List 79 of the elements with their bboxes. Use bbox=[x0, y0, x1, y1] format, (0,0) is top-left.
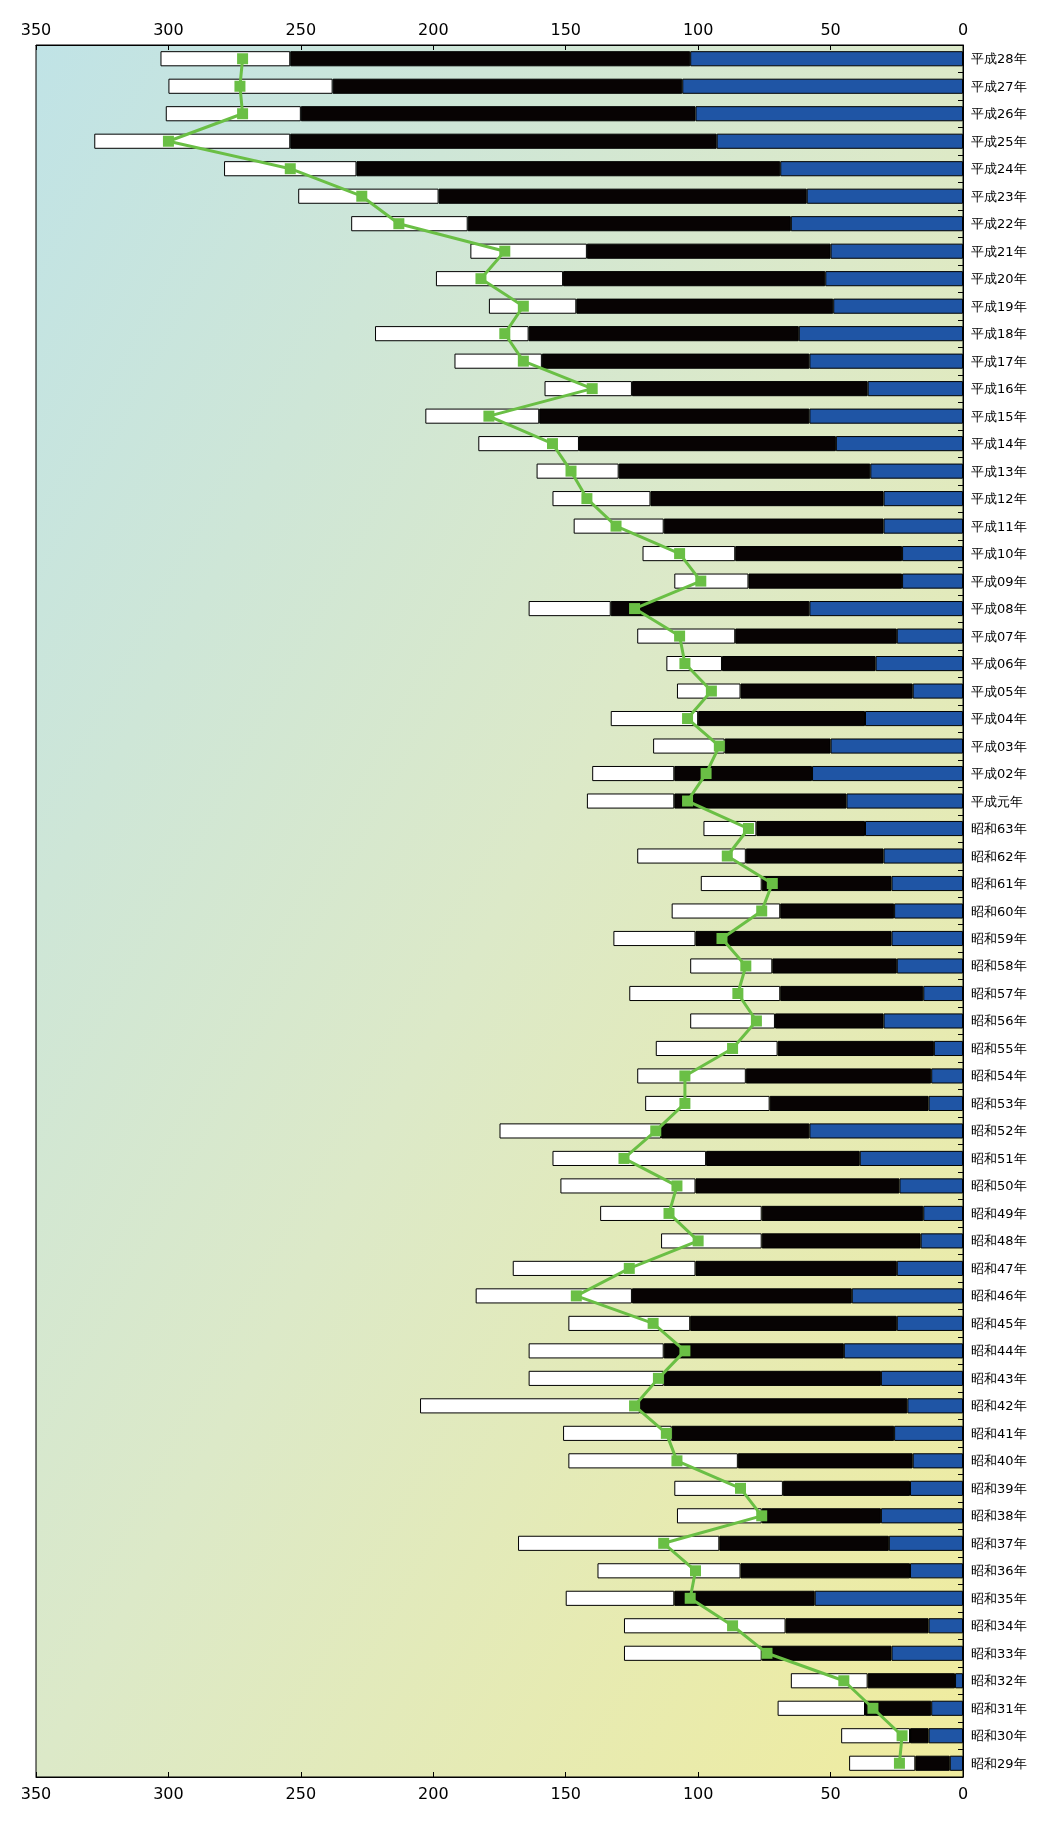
x2-tick-label: 0 bbox=[957, 19, 969, 39]
y-tick-label: 平成22年 bbox=[971, 216, 1027, 232]
y-tick-label: 平成13年 bbox=[971, 463, 1027, 479]
x-tick-label: 350 bbox=[20, 1783, 52, 1803]
y-tick-label: 昭和48年 bbox=[971, 1233, 1027, 1249]
x2-tick-label: 300 bbox=[153, 19, 184, 39]
y-tick-label: 平成24年 bbox=[971, 161, 1027, 177]
y-tick-label: 昭和51年 bbox=[971, 1150, 1027, 1166]
y-tick-label: 平成19年 bbox=[971, 298, 1027, 314]
y-tick-label: 平成21年 bbox=[971, 243, 1027, 259]
y-tick-label: 昭和46年 bbox=[971, 1288, 1027, 1304]
x2-tick-label: 250 bbox=[285, 19, 317, 39]
y-tick-label: 昭和30年 bbox=[971, 1728, 1027, 1744]
y-tick-label: 平成05年 bbox=[971, 683, 1027, 699]
y-tick-label: 平成08年 bbox=[971, 601, 1027, 617]
y-tick-label: 平成14年 bbox=[971, 436, 1027, 452]
y-tick-label: 平成02年 bbox=[971, 766, 1027, 782]
y-tick-label: 昭和36年 bbox=[971, 1563, 1027, 1579]
y-tick-label: 昭和43年 bbox=[971, 1370, 1027, 1386]
x-tick-label: 250 bbox=[285, 1783, 317, 1803]
x-tick-label: 300 bbox=[153, 1783, 184, 1803]
y-tick-label: 平成15年 bbox=[971, 408, 1027, 424]
y-tick-label: 平成06年 bbox=[971, 656, 1027, 672]
y-tick-label: 平成27年 bbox=[971, 78, 1027, 94]
y-tick-label: 昭和33年 bbox=[971, 1645, 1027, 1661]
x2-tick-label: 200 bbox=[418, 19, 449, 39]
y-tick-label: 昭和41年 bbox=[971, 1425, 1027, 1441]
y-tick-label: 平成26年 bbox=[971, 106, 1027, 122]
x2-tick-label: 150 bbox=[550, 19, 581, 39]
y-tick-label: 昭和56年 bbox=[971, 1013, 1027, 1029]
y-tick-label: 平成04年 bbox=[971, 711, 1027, 727]
x-tick-label: 100 bbox=[682, 1783, 714, 1803]
y-tick-label: 平成16年 bbox=[971, 381, 1027, 397]
y-tick-label: 昭和61年 bbox=[971, 876, 1027, 892]
y-tick-label: 平成07年 bbox=[971, 628, 1027, 644]
y-tick-label: 昭和34年 bbox=[971, 1618, 1027, 1634]
y-tick-label: 平成17年 bbox=[971, 353, 1027, 369]
y-tick-label: 昭和63年 bbox=[971, 821, 1027, 837]
y-tick-label: 昭和35年 bbox=[971, 1590, 1027, 1606]
y-tick-label: 平成18年 bbox=[971, 326, 1027, 342]
x-tick-label: 150 bbox=[550, 1783, 581, 1803]
x-tick-label: 200 bbox=[418, 1783, 449, 1803]
y-tick-label: 平成25年 bbox=[971, 133, 1027, 149]
y-tick-label: 平成12年 bbox=[971, 491, 1027, 507]
y-tick-label: 昭和32年 bbox=[971, 1673, 1027, 1689]
y-tick-label: 平成03年 bbox=[971, 738, 1027, 754]
y-tick-label: 平成11年 bbox=[971, 518, 1027, 534]
y-tick-label: 昭和49年 bbox=[971, 1205, 1027, 1221]
y-tick-label: 昭和60年 bbox=[971, 903, 1027, 919]
y-tick-label: 平成20年 bbox=[971, 271, 1027, 287]
y-tick-label: 昭和42年 bbox=[971, 1398, 1027, 1414]
y-tick-label: 昭和39年 bbox=[971, 1480, 1027, 1496]
y-tick-label: 昭和47年 bbox=[971, 1260, 1027, 1276]
y-tick-label: 平成23年 bbox=[971, 188, 1027, 204]
y-tick-label: 昭和38年 bbox=[971, 1508, 1027, 1524]
y-tick-label: 昭和50年 bbox=[971, 1178, 1027, 1194]
y-tick-label: 昭和55年 bbox=[971, 1040, 1027, 1056]
y-tick-label: 平成09年 bbox=[971, 573, 1027, 589]
x-tick-label: 50 bbox=[820, 1783, 841, 1803]
x2-tick-label: 50 bbox=[820, 19, 841, 39]
y-tick-label: 昭和58年 bbox=[971, 958, 1027, 974]
y-tick-label: 昭和52年 bbox=[971, 1123, 1027, 1139]
y-tick-label: 昭和31年 bbox=[971, 1700, 1027, 1716]
y-tick-label: 昭和44年 bbox=[971, 1343, 1027, 1359]
x2-tick-label: 100 bbox=[682, 19, 714, 39]
y-tick-label: 昭和45年 bbox=[971, 1315, 1027, 1331]
y-tick-label: 平成10年 bbox=[971, 546, 1027, 562]
y-tick-label: 昭和40年 bbox=[971, 1453, 1027, 1469]
x2-tick-label: 350 bbox=[20, 19, 52, 39]
y-tick-label: 昭和37年 bbox=[971, 1535, 1027, 1551]
y-tick-label: 昭和29年 bbox=[971, 1755, 1027, 1771]
y-tick-label: 昭和53年 bbox=[971, 1095, 1027, 1111]
y-tick-label: 昭和62年 bbox=[971, 848, 1027, 864]
y-tick-label: 平成28年 bbox=[971, 51, 1027, 67]
x-tick-label: 0 bbox=[957, 1783, 969, 1803]
y-tick-label: 昭和59年 bbox=[971, 930, 1027, 946]
y-tick-label: 昭和57年 bbox=[971, 985, 1027, 1001]
y-tick-label: 平成元年 bbox=[971, 793, 1023, 809]
y-tick-label: 昭和54年 bbox=[971, 1068, 1027, 1084]
